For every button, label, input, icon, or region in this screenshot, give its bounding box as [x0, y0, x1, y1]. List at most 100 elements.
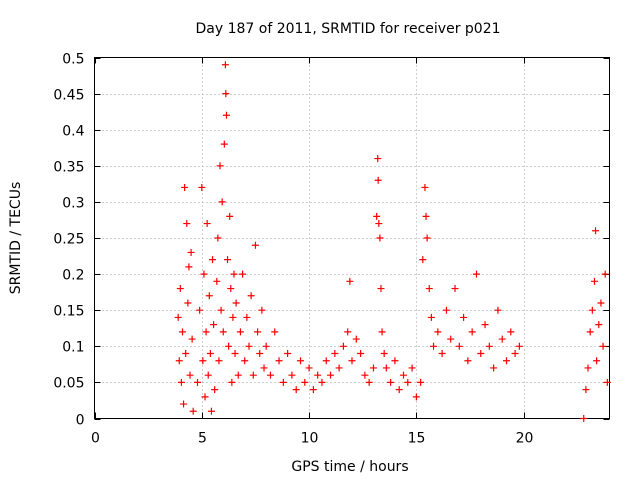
data-point: [207, 407, 215, 415]
data-point: [229, 313, 237, 321]
data-point: [601, 270, 609, 278]
data-point: [234, 371, 242, 379]
data-point: [183, 220, 191, 228]
data-point: [374, 176, 382, 184]
data-point: [226, 212, 234, 220]
data-point: [580, 415, 588, 422]
data-point: [494, 306, 502, 314]
data-point: [251, 241, 259, 249]
data-point: [204, 371, 212, 379]
data-point: [174, 313, 182, 321]
y-tick-label: 0.4: [62, 124, 84, 140]
x-tick-label: 5: [198, 431, 207, 447]
data-point: [477, 350, 485, 358]
data-point: [185, 263, 193, 271]
data-point: [182, 350, 190, 358]
data-point: [376, 234, 384, 242]
data-point: [357, 350, 365, 358]
data-point: [232, 299, 240, 307]
data-point: [584, 364, 592, 372]
data-point: [220, 140, 228, 148]
data-point: [582, 386, 590, 394]
data-point: [225, 342, 233, 350]
data-point: [210, 321, 218, 329]
data-point: [339, 342, 347, 350]
data-point: [442, 306, 450, 314]
data-point: [275, 357, 283, 365]
data-point: [213, 277, 221, 285]
data-point: [211, 386, 219, 394]
data-point: [305, 364, 313, 372]
x-tick-label: 20: [516, 431, 534, 447]
data-point: [425, 285, 433, 293]
x-tick-label: 10: [301, 431, 319, 447]
data-point: [180, 400, 188, 408]
data-point: [400, 371, 407, 379]
data-point: [460, 313, 468, 321]
data-point: [297, 357, 304, 365]
data-point: [222, 111, 230, 119]
data-point: [417, 378, 425, 386]
data-point: [241, 357, 249, 365]
data-point: [198, 183, 206, 191]
y-tick-label: 0.05: [53, 376, 84, 392]
data-point: [318, 378, 326, 386]
data-point: [422, 212, 430, 220]
data-point: [216, 162, 224, 170]
data-point: [455, 342, 463, 350]
data-point: [258, 306, 266, 314]
data-point: [395, 386, 403, 394]
y-tick-label: 0: [76, 413, 85, 429]
data-point: [214, 234, 222, 242]
data-point: [593, 357, 601, 365]
data-point: [344, 328, 352, 336]
data-point: [199, 357, 207, 365]
data-point: [373, 212, 381, 220]
data-point: [256, 350, 264, 358]
x-tick-label: 15: [408, 431, 426, 447]
data-point: [451, 285, 459, 293]
data-point: [597, 299, 605, 307]
data-point: [177, 378, 185, 386]
data-point: [361, 371, 369, 379]
y-tick-label: 0.35: [53, 160, 84, 176]
data-point: [309, 386, 317, 394]
data-point: [595, 321, 603, 329]
data-point: [254, 328, 262, 336]
data-point: [511, 350, 519, 358]
y-tick-label: 0.25: [53, 232, 84, 248]
data-point: [515, 342, 523, 350]
data-point: [205, 292, 213, 300]
y-tick-label: 0.15: [53, 304, 84, 320]
data-point: [202, 328, 210, 336]
data-point: [219, 328, 227, 336]
data-point: [176, 285, 184, 293]
data-point: [175, 357, 183, 365]
data-point: [181, 183, 189, 191]
data-point: [408, 364, 416, 372]
data-points: [174, 61, 611, 422]
data-point: [249, 371, 257, 379]
axis-ticks: 0 0.05 0.1 0.15 0.2 0.25 0.3 0.35 0.4 0.45 0.5 0 5 10…: [53, 52, 610, 447]
y-tick-label: 0.3: [62, 196, 84, 212]
data-point: [245, 342, 253, 350]
data-point: [590, 277, 598, 285]
data-point: [209, 256, 217, 264]
data-point: [262, 342, 270, 350]
data-point: [239, 270, 247, 278]
y-axis-label: SRMTID / TECUs: [8, 182, 24, 295]
data-point: [592, 227, 600, 235]
data-point: [243, 313, 251, 321]
y-tick-label: 0.1: [62, 340, 84, 356]
data-point: [377, 285, 385, 293]
data-point: [468, 328, 476, 336]
data-point: [201, 393, 209, 401]
data-point: [231, 350, 239, 358]
data-point: [588, 306, 596, 314]
data-point: [184, 299, 192, 307]
data-point: [369, 364, 377, 372]
data-point: [438, 350, 446, 358]
data-point: [221, 61, 229, 69]
data-point: [200, 270, 208, 278]
